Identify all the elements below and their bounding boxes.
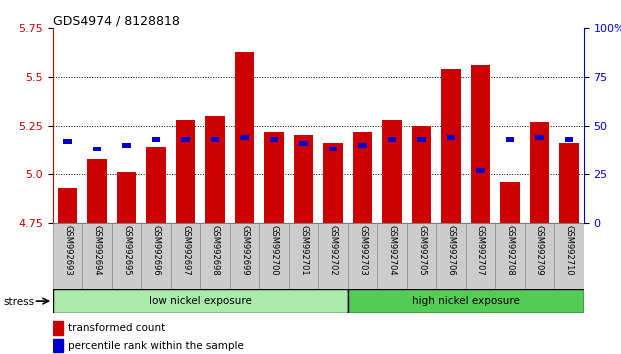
Text: GSM992710: GSM992710: [564, 225, 573, 276]
Bar: [348, 223, 378, 289]
Bar: [324, 143, 343, 223]
Bar: [319, 223, 348, 289]
Text: GSM992699: GSM992699: [240, 225, 249, 276]
Bar: [176, 120, 195, 223]
Bar: [53, 321, 63, 335]
Bar: [230, 223, 260, 289]
Text: GSM992702: GSM992702: [329, 225, 337, 276]
Text: GSM992703: GSM992703: [358, 225, 367, 276]
Bar: [412, 126, 431, 223]
Bar: [200, 223, 230, 289]
Bar: [53, 223, 82, 289]
Bar: [383, 120, 402, 223]
Bar: [530, 122, 549, 223]
Text: stress: stress: [3, 297, 34, 307]
Bar: [152, 137, 160, 142]
Bar: [265, 132, 284, 223]
Bar: [353, 132, 372, 223]
Bar: [329, 147, 337, 152]
Bar: [565, 137, 573, 142]
Bar: [442, 69, 461, 223]
Bar: [142, 223, 171, 289]
Bar: [58, 188, 77, 223]
Bar: [436, 223, 466, 289]
Text: GSM992701: GSM992701: [299, 225, 308, 276]
Bar: [181, 137, 189, 142]
Bar: [82, 223, 112, 289]
Bar: [506, 137, 514, 142]
Text: GSM992706: GSM992706: [446, 225, 455, 276]
Bar: [466, 223, 496, 289]
Bar: [501, 182, 520, 223]
Bar: [407, 223, 437, 289]
Bar: [471, 65, 490, 223]
Bar: [53, 289, 348, 313]
Bar: [447, 135, 455, 140]
Bar: [555, 223, 584, 289]
Bar: [535, 135, 543, 140]
Bar: [88, 159, 107, 223]
Text: GSM992709: GSM992709: [535, 225, 544, 276]
Text: high nickel exposure: high nickel exposure: [412, 296, 520, 306]
Text: GSM992697: GSM992697: [181, 225, 190, 276]
Bar: [260, 223, 289, 289]
Bar: [560, 143, 579, 223]
Bar: [112, 223, 142, 289]
Text: GSM992707: GSM992707: [476, 225, 485, 276]
Bar: [122, 143, 130, 148]
Bar: [496, 223, 525, 289]
Bar: [388, 137, 396, 142]
Text: GSM992698: GSM992698: [211, 225, 219, 276]
Text: GSM992708: GSM992708: [505, 225, 514, 276]
Bar: [53, 339, 63, 352]
Bar: [525, 223, 555, 289]
Text: transformed count: transformed count: [68, 323, 165, 333]
Bar: [117, 172, 136, 223]
Text: GSM992696: GSM992696: [152, 225, 160, 276]
Bar: [206, 116, 225, 223]
Text: GSM992695: GSM992695: [122, 225, 131, 276]
Bar: [348, 289, 584, 313]
Bar: [476, 168, 484, 173]
Text: percentile rank within the sample: percentile rank within the sample: [68, 341, 243, 350]
Text: GSM992694: GSM992694: [93, 225, 101, 276]
Text: GSM992705: GSM992705: [417, 225, 426, 276]
Text: GSM992693: GSM992693: [63, 225, 72, 276]
Bar: [211, 137, 219, 142]
Bar: [235, 52, 254, 223]
Bar: [289, 223, 318, 289]
Bar: [299, 141, 307, 145]
Text: GDS4974 / 8128818: GDS4974 / 8128818: [53, 14, 179, 27]
Bar: [147, 147, 166, 223]
Bar: [417, 137, 425, 142]
Bar: [93, 147, 101, 152]
Bar: [294, 135, 313, 223]
Bar: [240, 135, 248, 140]
Bar: [378, 223, 407, 289]
Text: GSM992700: GSM992700: [270, 225, 278, 276]
Bar: [63, 139, 71, 144]
Bar: [270, 137, 278, 142]
Bar: [358, 143, 366, 148]
Bar: [171, 223, 200, 289]
Text: low nickel exposure: low nickel exposure: [149, 296, 252, 306]
Text: GSM992704: GSM992704: [388, 225, 396, 276]
